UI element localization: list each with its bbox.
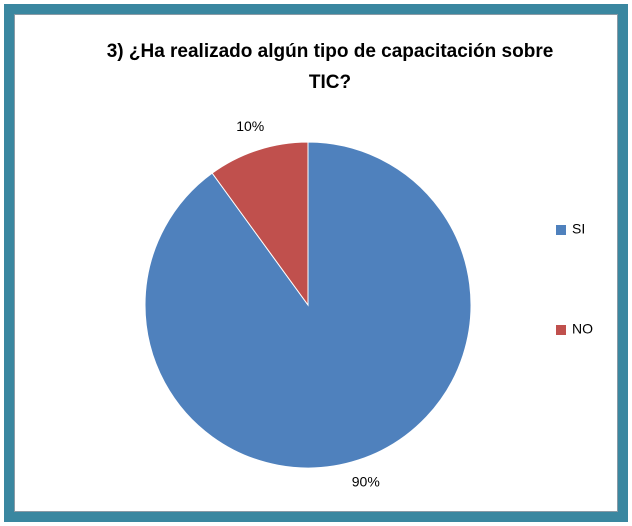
legend-label: SI	[572, 221, 585, 237]
data-label: 10%	[236, 118, 264, 134]
chart-title: 3) ¿Ha realizado algún tipo de capacitac…	[106, 41, 554, 93]
data-label: 90%	[352, 474, 380, 490]
chart-frame	[4, 4, 628, 522]
legend-label: NO	[572, 321, 593, 337]
legend-swatch	[556, 225, 566, 235]
pie-slice	[211, 141, 309, 307]
legend-swatch	[556, 325, 566, 335]
